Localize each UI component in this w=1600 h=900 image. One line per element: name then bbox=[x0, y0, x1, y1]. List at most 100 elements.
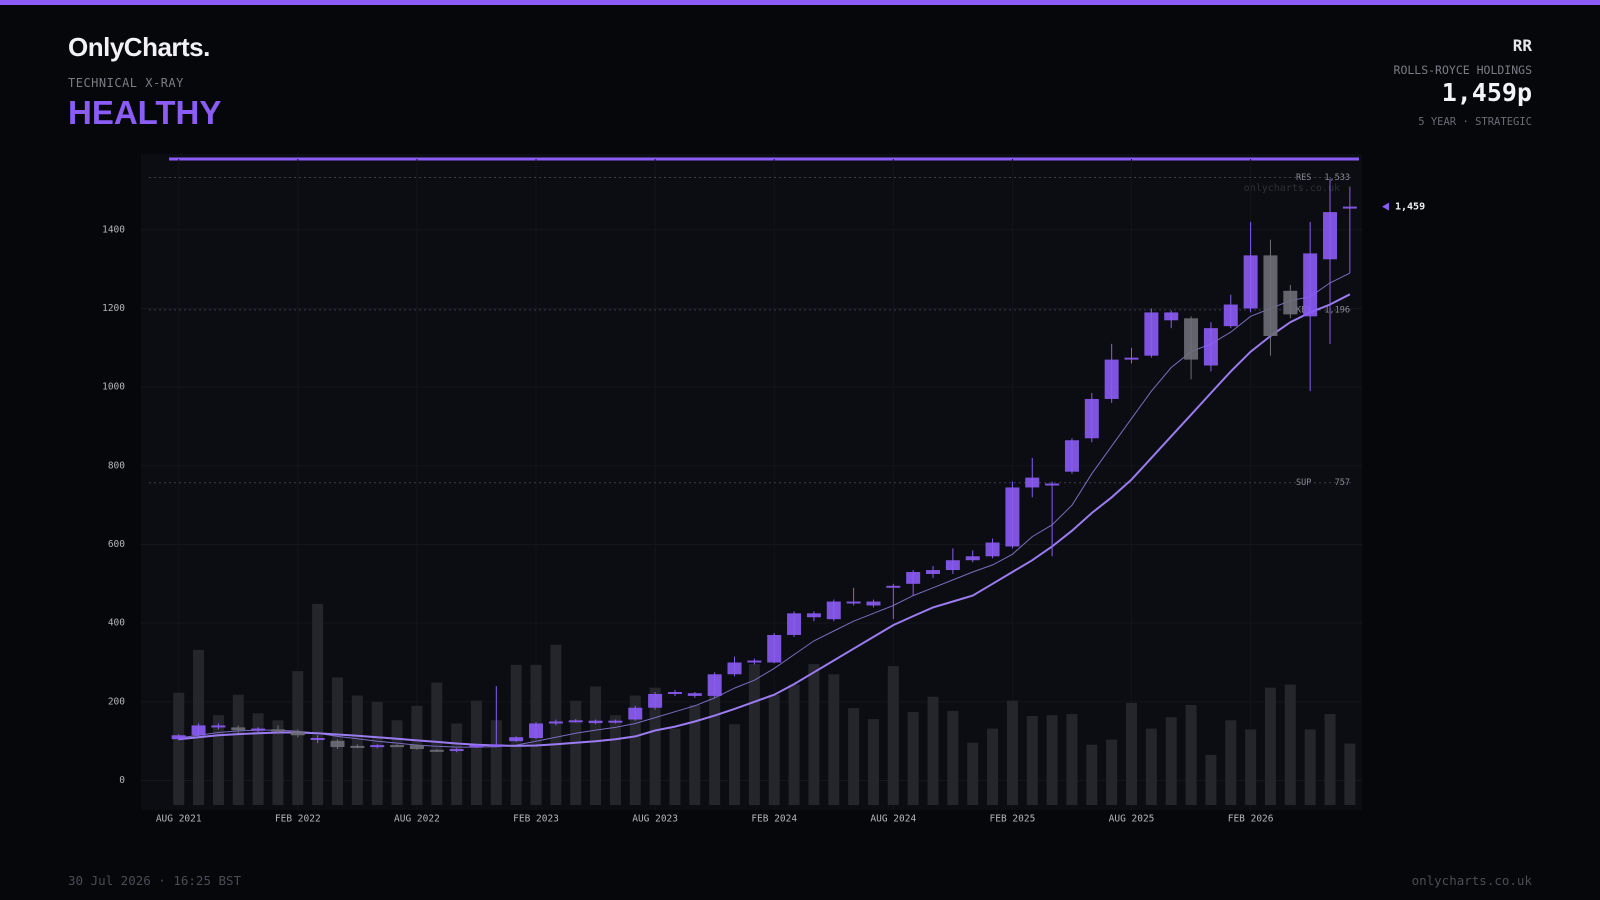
candle-body bbox=[687, 693, 702, 696]
candle-body bbox=[469, 745, 484, 748]
volume-bar bbox=[1145, 728, 1157, 805]
watermark: onlycharts.co.uk bbox=[1244, 183, 1340, 194]
candle-body bbox=[945, 560, 960, 571]
candle-body bbox=[548, 721, 563, 724]
candle-body bbox=[429, 749, 444, 752]
volume-bar bbox=[1066, 714, 1078, 805]
x-tick-label: FEB 2024 bbox=[751, 814, 797, 825]
volume-bar bbox=[1046, 715, 1058, 805]
x-tick-label: AUG 2022 bbox=[394, 814, 440, 825]
volume-bar bbox=[1086, 744, 1098, 805]
candle-body bbox=[251, 728, 266, 731]
candle-body bbox=[926, 570, 941, 574]
candle-body bbox=[965, 556, 980, 561]
volume-bar bbox=[570, 700, 582, 805]
x-tick-label: FEB 2022 bbox=[275, 814, 321, 825]
candle-body bbox=[1203, 328, 1218, 366]
candle-body bbox=[806, 613, 821, 618]
volume-bar bbox=[669, 728, 681, 805]
moving-average bbox=[178, 272, 1351, 748]
timestamp: 30 Jul 2026 · 16:25 BST bbox=[68, 873, 242, 888]
candle-body bbox=[1263, 255, 1278, 337]
candle-body bbox=[628, 707, 643, 720]
candle-body bbox=[1342, 206, 1357, 209]
volume-bar bbox=[212, 715, 224, 805]
candle-body bbox=[1144, 312, 1159, 356]
candle-body bbox=[270, 729, 285, 732]
volume-bar bbox=[371, 701, 383, 805]
volume-bar bbox=[1225, 720, 1237, 805]
y-tick-label: 1200 bbox=[102, 303, 125, 314]
volume-bar bbox=[609, 715, 621, 805]
candle-body bbox=[1323, 212, 1338, 260]
volume-bar bbox=[1006, 700, 1018, 805]
volume-bar bbox=[1245, 729, 1257, 805]
volume-bar bbox=[848, 708, 860, 805]
candle-body bbox=[1124, 357, 1139, 360]
candle-body bbox=[1303, 253, 1318, 317]
candle-body bbox=[667, 691, 682, 694]
volume-bar bbox=[729, 724, 741, 805]
volume-bar bbox=[252, 713, 264, 805]
kicker: TECHNICAL X-RAY bbox=[68, 76, 184, 90]
y-tick-label: 0 bbox=[119, 775, 125, 786]
candle-body bbox=[489, 744, 504, 747]
volume-bar bbox=[907, 712, 919, 805]
candle-body bbox=[727, 662, 742, 675]
candle-body bbox=[846, 601, 861, 604]
level-name: SUP bbox=[1296, 478, 1311, 488]
candle-body bbox=[171, 735, 186, 740]
volume-bar bbox=[1205, 754, 1217, 805]
price-marker bbox=[1382, 202, 1389, 211]
candle-body bbox=[1164, 312, 1179, 321]
candle-body bbox=[1223, 304, 1238, 327]
candle-body bbox=[608, 720, 623, 723]
volume-bar bbox=[272, 720, 284, 805]
level-name: RES bbox=[1296, 173, 1311, 183]
candle-body bbox=[588, 720, 603, 724]
candle-body bbox=[449, 749, 464, 752]
volume-bar bbox=[947, 710, 959, 805]
volume-bar bbox=[927, 696, 939, 805]
candle-body bbox=[1283, 290, 1298, 315]
volume-bar bbox=[1344, 743, 1356, 805]
volume-bar bbox=[1304, 729, 1316, 805]
status: HEALTHY bbox=[68, 94, 222, 131]
x-tick-label: FEB 2023 bbox=[513, 814, 559, 825]
y-tick-label: 1000 bbox=[102, 382, 125, 393]
candle-body bbox=[310, 738, 325, 741]
horizon: 5 YEAR · STRATEGIC bbox=[1418, 116, 1532, 128]
x-tick-label: AUG 2024 bbox=[870, 814, 916, 825]
x-tick-label: FEB 2026 bbox=[1228, 814, 1274, 825]
x-tick-label: AUG 2025 bbox=[1109, 814, 1155, 825]
candle-body bbox=[1064, 440, 1079, 472]
y-tick-label: 200 bbox=[108, 696, 125, 707]
candle-body bbox=[350, 745, 365, 748]
candle-body bbox=[330, 740, 345, 748]
company: ROLLS-ROYCE HOLDINGS bbox=[1393, 63, 1532, 77]
volume-bar bbox=[1185, 704, 1197, 805]
volume-bar bbox=[748, 664, 760, 805]
candle-body bbox=[648, 693, 663, 708]
volume-bar bbox=[967, 742, 979, 805]
volume-bar bbox=[709, 679, 721, 805]
y-tick-label: 1400 bbox=[102, 224, 125, 235]
candle-body bbox=[866, 601, 881, 606]
candle-body bbox=[1005, 487, 1020, 547]
candle-body bbox=[191, 725, 206, 736]
accent-bar bbox=[0, 0, 1600, 5]
candle-body bbox=[826, 601, 841, 620]
volume-bar bbox=[1126, 703, 1138, 805]
price-marker-label: 1,459 bbox=[1395, 202, 1425, 213]
candle-body bbox=[1025, 477, 1040, 488]
volume-bar bbox=[292, 671, 304, 805]
volume-bar bbox=[1165, 717, 1177, 805]
candle-body bbox=[290, 731, 305, 736]
volume-bar bbox=[173, 692, 185, 805]
volume-bar bbox=[1026, 715, 1038, 805]
level-value: 1,196 bbox=[1324, 306, 1350, 316]
volume-bar bbox=[987, 728, 999, 805]
candle-body bbox=[787, 613, 802, 635]
